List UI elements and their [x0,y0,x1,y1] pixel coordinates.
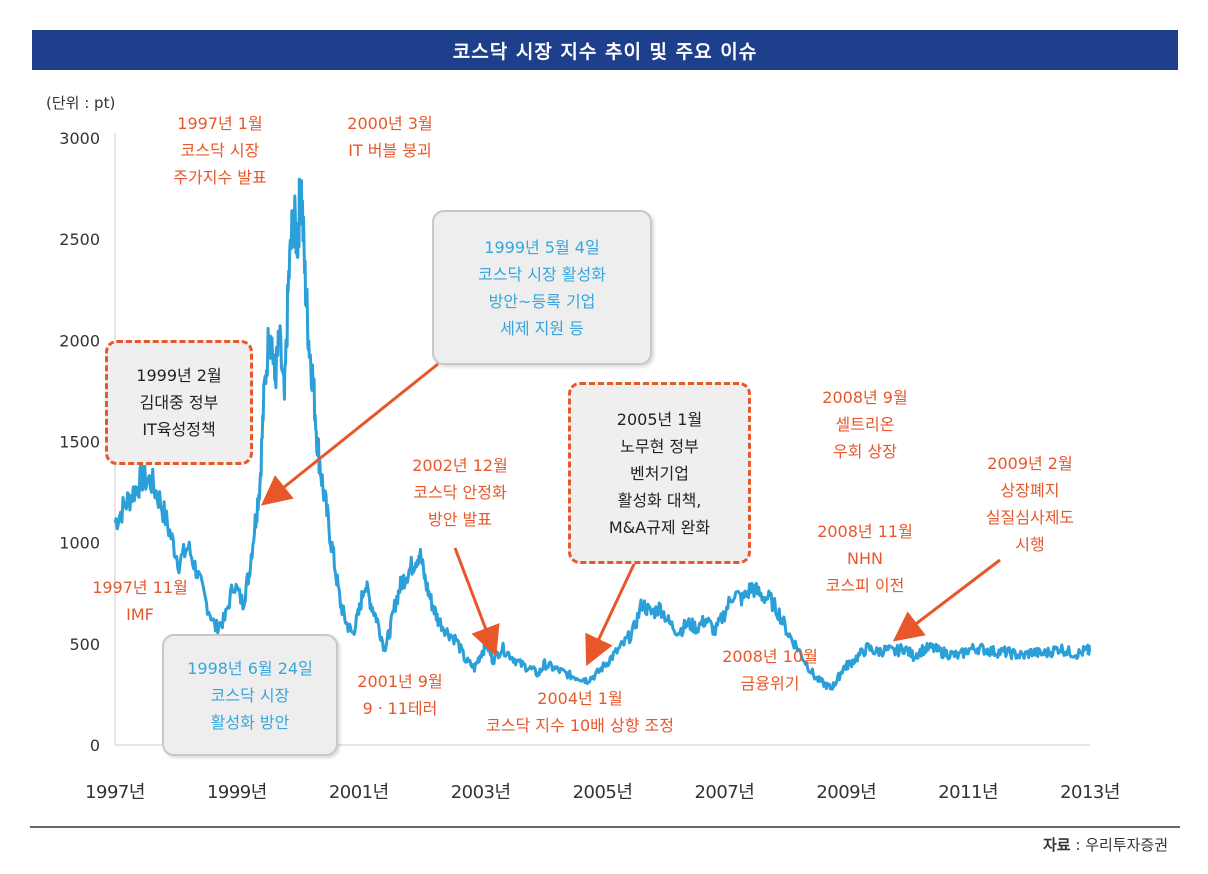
x-tick-label: 2003년 [451,782,511,803]
x-tick-label: 2005년 [573,782,633,803]
annotation-line: 2008년 9월 [822,388,908,407]
x-tick-label: 2009년 [816,782,876,803]
annotation-line: IT육성정책 [142,420,216,439]
series-line-kosdaq [113,177,1092,691]
arrow-1999-may [260,362,439,506]
y-tick-label: 1500 [59,433,100,452]
annotation-2008-nov: 2008년 11월 NHN 코스피 이전 [785,518,945,599]
annotation-line: 실질심사제도 [985,508,1075,527]
x-tick-label: 2013년 [1060,782,1120,803]
annotation-line: 세제 지원 등 [500,318,584,338]
annotation-2008-oct: 2008년 10월 금융위기 [705,643,835,697]
annotation-line: 2002년 12월 [412,456,508,475]
annotation-2002-dec: 2002년 12월 코스닥 안정화 방안 발표 [380,452,540,533]
annotation-line: 2008년 11월 [817,522,913,541]
annotation-line: 활성화 대책, [617,490,702,510]
annotation-1997-jan: 1997년 1월 코스닥 시장 주가지수 발표 [140,110,300,191]
annotation-line: 벤처기업 [630,463,689,483]
annotation-line: 코스닥 지수 10배 상향 조정 [486,716,674,735]
annotation-line: 방안 발표 [428,510,492,529]
annotation-line: 1997년 1월 [177,114,263,133]
annotation-1999-feb: 1999년 2월 김대중 정부 IT육성정책 [105,340,253,465]
x-tick-label: 2011년 [938,782,998,803]
annotation-line: 방안~등록 기업 [488,291,596,311]
chart-title-bar: 코스닥 시장 지수 추이 및 주요 이슈 [32,30,1178,70]
annotation-line: 2009년 2월 [987,454,1073,473]
annotation-line: M&A규제 완화 [608,517,711,537]
y-tick-label: 2000 [59,331,100,350]
y-tick-label: 1000 [59,534,100,553]
annotation-1997-nov: 1997년 11월 IMF [80,574,200,628]
y-tick-label: 3000 [59,129,100,148]
annotation-line: NHN [847,549,883,568]
annotation-line: 노무현 정부 [620,436,699,456]
x-tick-label: 2007년 [694,782,754,803]
source-label: 자료 [1042,836,1071,854]
annotation-line: 코스피 이전 [825,576,905,595]
annotation-line: 2001년 9월 [357,672,443,691]
annotation-line: 1999년 2월 [136,366,222,385]
annotation-line: 2004년 1월 [537,689,623,708]
annotation-line: 1998년 6월 24일 [187,658,313,678]
annotation-line: IMF [126,605,154,624]
annotation-2008-sep: 2008년 9월 셀트리온 우회 상장 [785,384,945,465]
annotation-line: 코스닥 시장 [210,685,290,705]
annotation-line: 시행 [1015,535,1045,554]
annotation-1999-may: 1999년 5월 4일 코스닥 시장 활성화 방안~등록 기업 세제 지원 등 [432,210,652,365]
annotation-2005-jan: 2005년 1월 노무현 정부 벤처기업 활성화 대책, M&A규제 완화 [568,382,751,564]
annotation-line: 9ㆍ11테러 [362,699,438,718]
bottom-divider [30,826,1180,828]
x-tick-label: 1997년 [85,782,145,803]
x-tick-label: 1999년 [207,782,267,803]
annotation-line: 상장폐지 [1000,481,1060,500]
annotation-line: 1997년 11월 [92,578,188,597]
chart-title: 코스닥 시장 지수 추이 및 주요 이슈 [452,40,758,63]
y-tick-label: 2500 [59,230,100,249]
annotation-line: 김대중 정부 [139,393,219,412]
annotation-line: IT 버블 붕괴 [348,141,432,160]
annotation-line: 주가지수 발표 [173,168,267,187]
annotation-2000-mar: 2000년 3월 IT 버블 붕괴 [310,110,470,164]
annotation-1998-jun: 1998년 6월 24일 코스닥 시장 활성화 방안 [162,634,338,756]
x-tick-label: 2001년 [329,782,389,803]
annotation-2009-feb: 2009년 2월 상장폐지 실질심사제도 시행 [945,450,1115,558]
annotation-2004-jan: 2004년 1월 코스닥 지수 10배 상향 조정 [450,685,710,739]
source-credit: 자료 : 우리투자증권 [1042,836,1168,854]
annotation-line: 코스닥 시장 [180,141,260,160]
annotation-line: 1999년 5월 4일 [484,237,600,257]
annotation-line: 활성화 방안 [210,712,290,732]
annotation-line: 코스닥 시장 활성화 [478,264,606,284]
annotation-line: 코스닥 안정화 [413,483,507,502]
annotation-2001-sep: 2001년 9월 9ㆍ11테러 [335,668,465,722]
annotation-line: 2005년 1월 [616,409,703,429]
annotation-line: 셀트리온 [835,415,895,434]
arrow-2005-jan [585,561,637,667]
annotation-line: 우회 상장 [833,442,897,461]
unit-label: (단위 : pt) [46,94,116,112]
source-value: 우리투자증권 [1085,836,1168,854]
y-tick-label: 0 [90,736,100,755]
annotation-line: 2008년 10월 [722,647,818,666]
arrow-2002-dec [453,547,500,657]
y-tick-label: 500 [69,635,100,654]
annotation-line: 금융위기 [740,674,800,693]
arrow-2009-feb [892,558,1001,642]
annotation-line: 2000년 3월 [347,114,433,133]
